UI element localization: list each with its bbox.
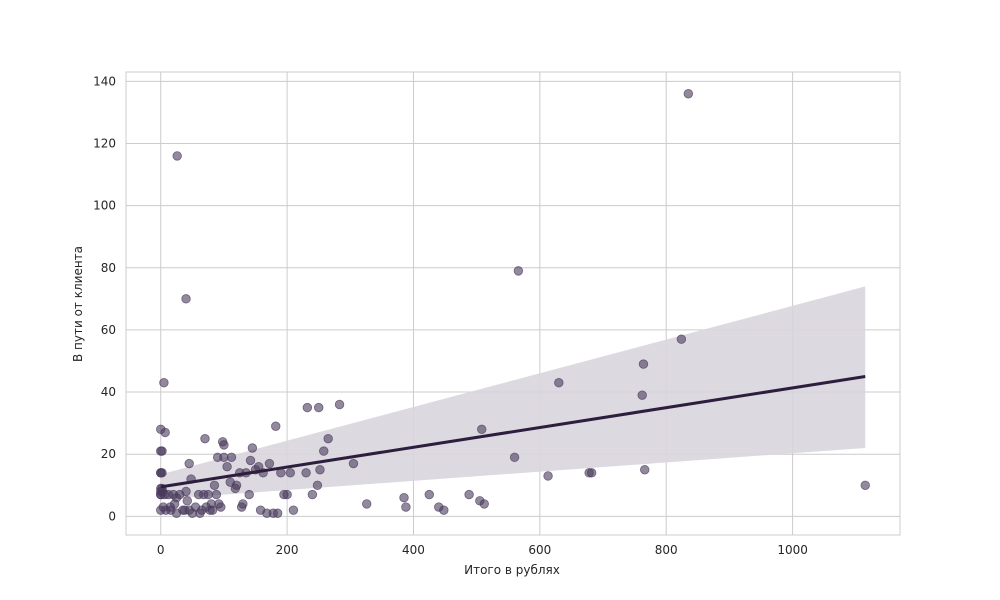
data-point <box>182 496 192 506</box>
data-point <box>543 471 553 481</box>
data-point <box>285 468 295 478</box>
regression-line <box>160 375 866 489</box>
data-point <box>348 458 359 469</box>
data-point <box>282 489 292 500</box>
regression-line-layer <box>160 375 866 489</box>
data-point <box>401 502 411 512</box>
data-point <box>244 489 254 500</box>
x-tick-label: 400 <box>402 543 425 557</box>
data-point <box>513 266 524 276</box>
y-tick-label: 140 <box>93 74 116 88</box>
data-point <box>586 468 597 478</box>
confidence-band <box>160 286 866 500</box>
y-tick-label: 120 <box>93 136 116 150</box>
data-point <box>399 493 409 503</box>
data-point <box>301 468 311 478</box>
data-point <box>211 489 222 500</box>
data-point <box>464 489 474 500</box>
data-point <box>216 502 226 512</box>
y-tick-label: 80 <box>101 261 116 275</box>
data-point <box>219 440 229 450</box>
x-tick-label: 200 <box>276 543 299 557</box>
x-tick-label: 600 <box>528 543 551 557</box>
y-tick-label: 20 <box>101 447 116 461</box>
data-point <box>307 489 318 500</box>
data-point <box>247 443 258 453</box>
x-tick-label: 1000 <box>777 543 808 557</box>
data-point <box>676 334 687 344</box>
data-point <box>424 489 434 500</box>
data-point <box>323 433 333 444</box>
x-axis-label: Итого в рублях <box>464 563 560 577</box>
data-point <box>477 424 487 435</box>
data-point <box>319 446 329 456</box>
data-point <box>160 427 170 438</box>
data-point <box>200 433 210 444</box>
data-point <box>181 486 191 497</box>
data-point <box>302 402 313 413</box>
data-point <box>479 499 489 509</box>
data-point <box>181 294 191 304</box>
data-point <box>231 480 242 490</box>
data-point <box>207 505 218 515</box>
x-tick-label: 800 <box>655 543 678 557</box>
data-point <box>683 89 694 99</box>
data-point <box>172 151 182 161</box>
data-point <box>334 399 345 410</box>
data-point <box>203 489 213 500</box>
y-tick-label: 40 <box>101 385 116 399</box>
confidence-band-layer <box>160 286 866 500</box>
data-point <box>264 458 275 469</box>
data-point <box>637 390 647 400</box>
data-point <box>222 461 232 472</box>
data-point <box>509 452 520 463</box>
x-tick-label: 0 <box>157 543 165 557</box>
y-axis-label: В пути от клиента <box>71 246 85 362</box>
data-point <box>362 499 372 509</box>
data-point <box>860 480 870 490</box>
data-point <box>638 359 649 369</box>
data-point <box>226 452 237 463</box>
y-tick-label: 60 <box>101 323 116 337</box>
data-point <box>238 499 248 509</box>
data-point <box>157 446 167 456</box>
y-tick-label: 100 <box>93 199 116 213</box>
data-point <box>209 480 220 490</box>
tick-labels: 0 200 400 600 800 1000 0 20 40 60 80 100 120 140 <box>93 74 808 557</box>
data-point <box>184 458 194 469</box>
data-point <box>312 480 323 490</box>
data-point <box>315 465 325 475</box>
data-point <box>159 378 169 388</box>
data-point <box>271 421 281 431</box>
data-point <box>272 508 283 518</box>
data-point <box>640 465 650 475</box>
data-point <box>288 505 299 515</box>
data-point <box>157 468 167 478</box>
data-point <box>439 505 449 515</box>
data-point <box>245 455 256 466</box>
data-point <box>554 378 564 388</box>
data-point <box>314 402 324 413</box>
y-tick-label: 0 <box>108 509 116 523</box>
